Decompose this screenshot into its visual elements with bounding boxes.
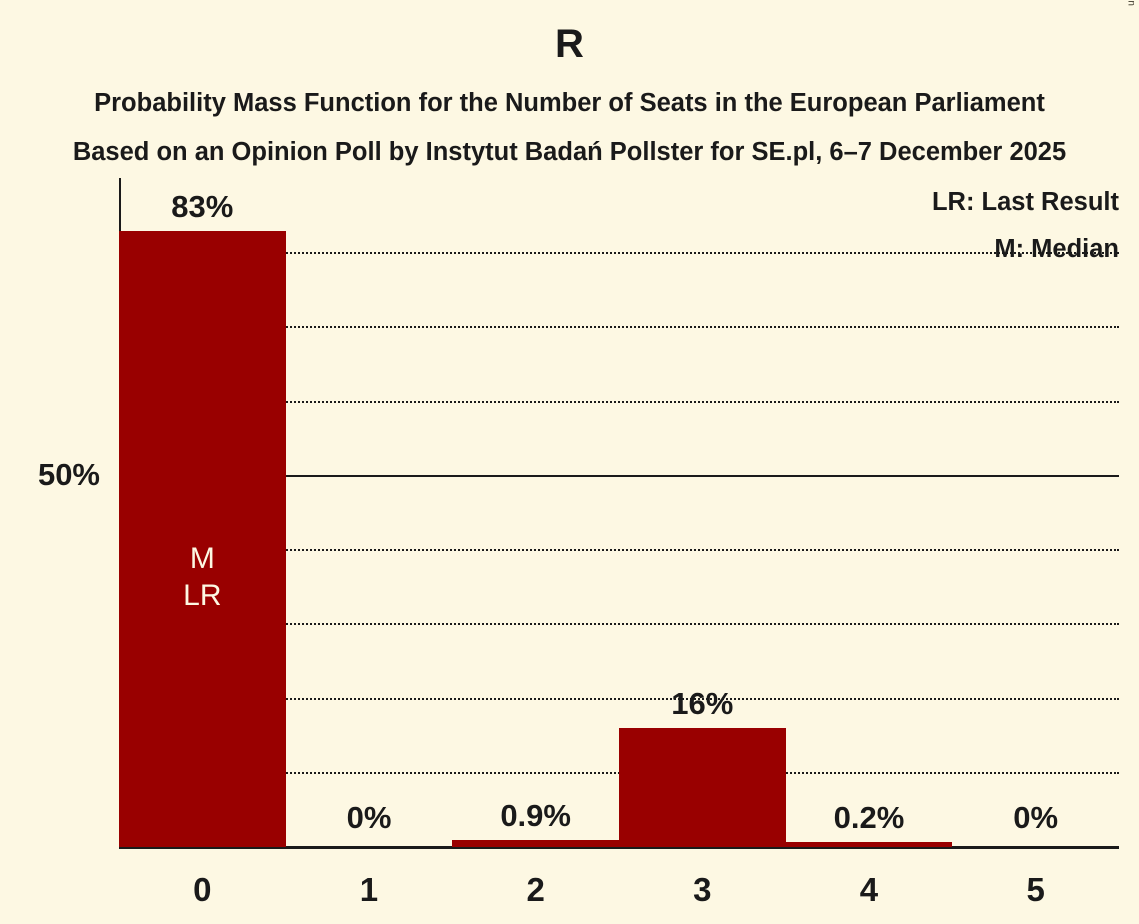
chart-subtitle-primary: Probability Mass Function for the Number…: [94, 89, 1045, 117]
bar-2[interactable]: [452, 840, 619, 847]
bar-marker-lr: LR: [183, 578, 222, 612]
value-label-1: 0%: [346, 800, 392, 835]
x-axis-line: [119, 846, 1119, 849]
x-tick-label-3: 3: [693, 871, 712, 908]
x-tick-label-4: 4: [859, 871, 879, 908]
gridline-20pct: [119, 697, 1119, 700]
y-tick-label-50: 50%: [37, 456, 100, 492]
legend-entry-m: M: Median: [994, 235, 1119, 263]
value-label-0: 83%: [171, 188, 234, 224]
value-label-4: 0.2%: [833, 800, 905, 835]
copyright-notice: © 2025 Filip van Laenen: [1119, 0, 1137, 146]
gridline-40pct: [119, 549, 1119, 552]
legend-entry-lr: LR: Last Result: [931, 188, 1119, 216]
gridline-80pct: [119, 252, 1119, 255]
gridline-70pct: [119, 326, 1119, 329]
x-tick-label-0: 0: [193, 871, 212, 908]
copyright-text: © 2025 Filip van Laenen: [1126, 0, 1137, 6]
chart-subtitle-secondary: Based on an Opinion Poll by Instytut Bad…: [72, 138, 1067, 166]
gridline-30pct: [119, 623, 1119, 626]
bar-4[interactable]: [785, 842, 953, 847]
value-label-3: 16%: [671, 686, 734, 722]
value-label-5: 0%: [1013, 800, 1059, 835]
x-tick-label-2: 2: [526, 871, 545, 908]
bar-0[interactable]: M LR: [119, 230, 286, 847]
x-tick-label-5: 5: [1026, 871, 1045, 908]
bar-marker-m: M: [189, 541, 215, 575]
plot-area: M LR 83% 0% 0.9% 16% 0.2% 0%: [119, 178, 1119, 847]
bar-3[interactable]: [619, 728, 786, 847]
page-title: R: [555, 22, 584, 66]
gridline-60pct: [119, 400, 1119, 403]
value-label-2: 0.9%: [500, 798, 571, 834]
x-tick-label-1: 1: [359, 871, 379, 908]
gridline-50pct: [119, 474, 1119, 477]
